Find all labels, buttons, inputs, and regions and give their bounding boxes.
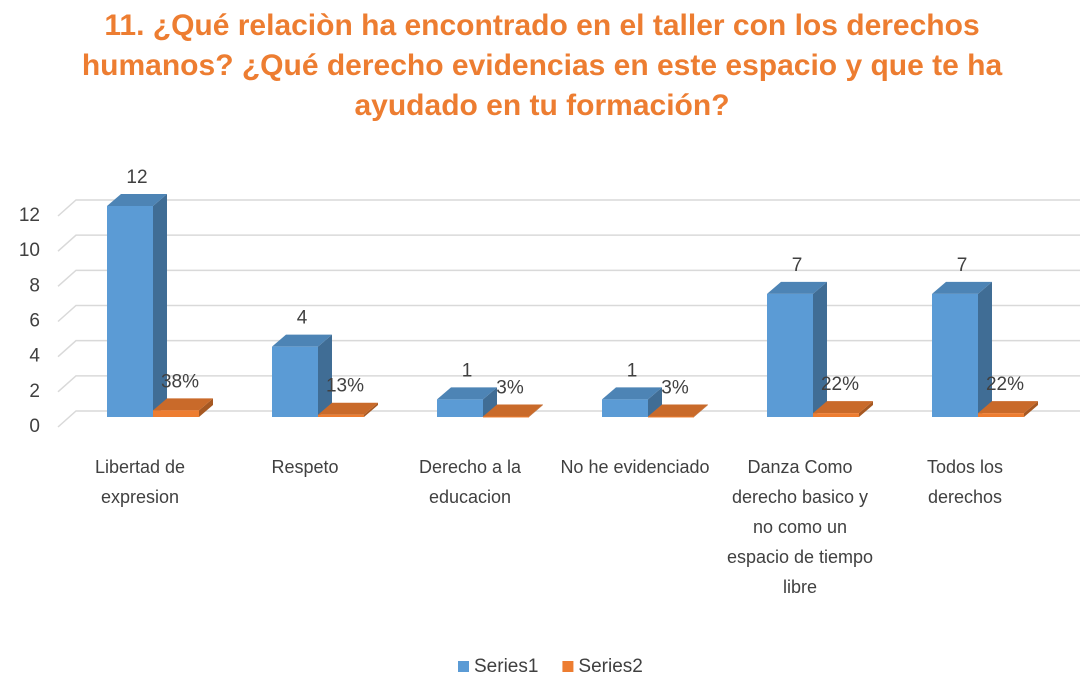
bar-top <box>932 281 992 294</box>
grid-line <box>57 410 1080 428</box>
bar <box>483 404 543 418</box>
bar-top <box>978 401 1038 414</box>
bar-front <box>978 413 1024 417</box>
data-label: 3% <box>661 377 689 398</box>
bar-top <box>437 387 497 400</box>
data-label: 13% <box>326 376 364 397</box>
x-tick-label: No he evidenciado <box>560 457 710 477</box>
bar-side <box>483 387 497 417</box>
grid-line <box>57 269 1080 287</box>
bar-front <box>813 413 859 417</box>
bar-front <box>437 399 483 417</box>
bar-front <box>767 293 813 417</box>
y-tick-label: 0 <box>29 416 40 437</box>
data-label: 4 <box>297 308 308 329</box>
data-label: 7 <box>792 255 803 276</box>
bar <box>437 387 497 417</box>
y-tick-label: 6 <box>29 311 40 332</box>
bar-side <box>813 281 827 417</box>
bar <box>932 281 992 417</box>
x-tick-label: Derecho a la educacion <box>418 457 522 507</box>
x-tick-label: Todos los derechos <box>926 457 1004 507</box>
bar-front <box>107 206 153 417</box>
bar <box>978 401 1038 417</box>
bar-front <box>272 346 318 417</box>
legend-swatch <box>458 661 469 672</box>
bar <box>153 398 213 417</box>
bar-top <box>767 281 827 294</box>
bar <box>602 387 662 417</box>
grid-line <box>57 234 1080 252</box>
bar-front <box>153 410 199 417</box>
bar-side <box>153 194 167 417</box>
x-tick-label: Danza Como derecho basico y no como un e… <box>726 457 874 597</box>
grid-line <box>57 375 1080 393</box>
x-tick-label: Libertad de expresion <box>94 457 186 507</box>
data-label: 22% <box>986 374 1024 395</box>
legend-label: Series2 <box>578 656 642 677</box>
bar-front <box>318 414 364 417</box>
bar-side <box>694 404 708 417</box>
data-label: 1 <box>627 360 638 381</box>
bar-side <box>199 398 213 417</box>
bar-front <box>648 416 694 418</box>
bar <box>318 402 378 417</box>
x-tick-label: Respeto <box>271 457 339 477</box>
data-label: 7 <box>957 255 968 276</box>
grid-line <box>57 339 1080 358</box>
bar-front <box>602 399 648 417</box>
bar-top <box>272 334 332 347</box>
bar-side <box>1024 401 1038 417</box>
bar-top <box>153 398 213 411</box>
bar-side <box>859 401 873 417</box>
grid-line <box>57 304 1080 323</box>
grid-line <box>57 199 1080 217</box>
bar <box>813 401 873 417</box>
bar-side <box>978 281 992 417</box>
bar-side <box>529 404 543 417</box>
bar-top <box>813 401 873 414</box>
legend-swatch <box>562 661 574 672</box>
y-tick-label: 2 <box>29 381 40 402</box>
y-tick-label: 8 <box>29 275 40 296</box>
data-label: 3% <box>496 377 524 398</box>
y-tick-label: 10 <box>19 240 40 261</box>
bar-top <box>602 387 662 400</box>
chart-title: 11. ¿Qué relaciòn ha encontrado en el ta… <box>81 9 1003 122</box>
bar-side <box>318 334 332 417</box>
bar-top <box>107 194 167 206</box>
bar-side <box>364 402 378 417</box>
legend-label: Series1 <box>474 656 538 677</box>
data-label: 12 <box>126 167 147 188</box>
bar <box>767 281 827 417</box>
data-label: 38% <box>161 371 199 392</box>
y-tick-label: 12 <box>19 205 40 226</box>
bar-top <box>483 404 543 417</box>
bar <box>648 404 708 418</box>
bar-side <box>648 387 662 417</box>
bar <box>107 194 167 417</box>
bar-top <box>318 402 378 415</box>
data-label: 22% <box>821 374 859 395</box>
y-tick-label: 4 <box>29 346 40 367</box>
bar-front <box>932 293 978 417</box>
data-label: 1 <box>462 360 473 381</box>
bar-top <box>648 404 708 417</box>
bar <box>272 334 332 417</box>
bar-front <box>483 416 529 418</box>
